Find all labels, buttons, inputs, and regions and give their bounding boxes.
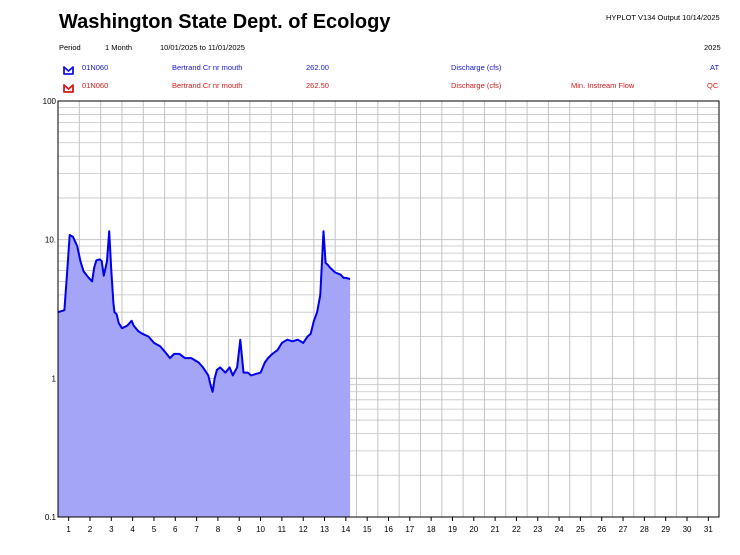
year-label: 2025 <box>704 43 721 52</box>
x-tick-label: 16 <box>384 525 393 534</box>
x-tick-label: 30 <box>683 525 692 534</box>
x-tick-label: 14 <box>341 525 350 534</box>
legend-code: 262.00 <box>306 63 329 72</box>
y-tick-label: 1 <box>52 374 57 383</box>
x-tick-label: 20 <box>469 525 478 534</box>
x-tick-label: 31 <box>704 525 713 534</box>
output-meta: HYPLOT V134 Output 10/14/2025 <box>606 13 720 22</box>
x-tick-label: 22 <box>512 525 521 534</box>
x-tick-label: 6 <box>173 525 178 534</box>
x-tick-label: 29 <box>661 525 670 534</box>
x-tick-label: 5 <box>152 525 157 534</box>
x-tick-label: 12 <box>299 525 308 534</box>
x-tick-label: 28 <box>640 525 649 534</box>
legend-flag: QC <box>707 81 719 90</box>
x-tick-label: 10 <box>256 525 265 534</box>
x-tick-label: 23 <box>533 525 542 534</box>
series-area <box>58 231 351 517</box>
legend-note: Min. Instream Flow <box>571 81 635 90</box>
x-tick-label: 18 <box>427 525 436 534</box>
x-tick-label: 27 <box>619 525 628 534</box>
legend-param: Discharge (cfs) <box>451 63 502 72</box>
legend-symbol-icon <box>63 62 74 80</box>
legend-site: Bertrand Cr nr mouth <box>172 81 243 90</box>
x-tick-label: 17 <box>405 525 414 534</box>
x-tick-label: 7 <box>194 525 199 534</box>
x-tick-label: 15 <box>363 525 372 534</box>
x-tick-label: 9 <box>237 525 242 534</box>
x-tick-label: 3 <box>109 525 114 534</box>
date-range: 10/01/2025 to 11/01/2025 <box>160 43 245 52</box>
x-tick-label: 19 <box>448 525 457 534</box>
legend-site: Bertrand Cr nr mouth <box>172 63 243 72</box>
legend-station: 01N060 <box>82 81 109 90</box>
x-tick-label: 21 <box>491 525 500 534</box>
legend-station: 01N060 <box>82 63 109 72</box>
period-label: Period <box>59 43 81 52</box>
x-tick-label: 4 <box>130 525 135 534</box>
x-tick-label: 11 <box>278 525 287 534</box>
x-tick-label: 13 <box>320 525 329 534</box>
page-title: Washington State Dept. of Ecology <box>59 11 391 33</box>
period-value: 1 Month <box>105 43 133 52</box>
legend-param: Discharge (cfs) <box>451 81 502 90</box>
x-tick-label: 8 <box>216 525 221 534</box>
x-tick-label: 24 <box>555 525 564 534</box>
x-tick-label: 25 <box>576 525 585 534</box>
y-tick-label: 100 <box>43 97 57 106</box>
x-tick-label: 2 <box>88 525 93 534</box>
x-tick-label: 1 <box>66 525 71 534</box>
series-line <box>57 230 351 393</box>
x-tick-label: 26 <box>597 525 606 534</box>
legend-code: 262.50 <box>306 81 329 90</box>
y-tick-label: 0.1 <box>45 513 57 522</box>
legend-flag: AT <box>710 63 720 72</box>
y-tick-label: 10. <box>45 236 56 245</box>
legend-symbol-icon <box>63 80 74 98</box>
